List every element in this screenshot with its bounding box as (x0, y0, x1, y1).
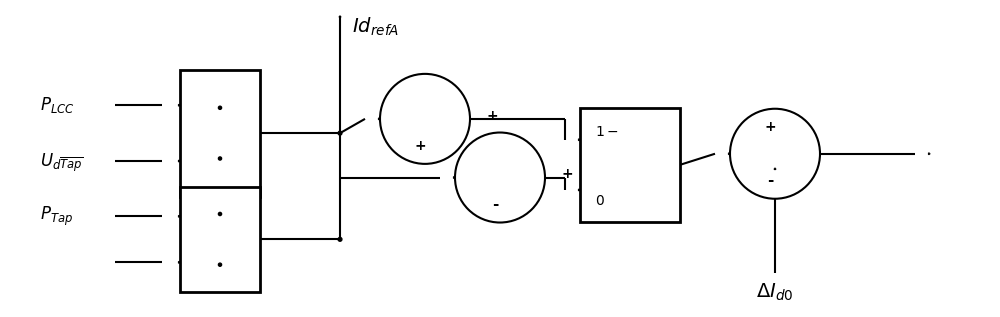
Text: -: - (767, 173, 773, 188)
Text: $Id_{refA}$: $Id_{refA}$ (352, 16, 399, 38)
Circle shape (218, 157, 222, 160)
Bar (180, 187, 260, 292)
Polygon shape (179, 104, 180, 106)
Text: +: + (486, 109, 498, 123)
Bar (580, 108, 680, 222)
Polygon shape (179, 216, 180, 217)
Circle shape (218, 106, 222, 109)
Text: -: - (492, 197, 498, 212)
Text: +: + (561, 167, 573, 181)
Text: +: + (414, 139, 426, 153)
Circle shape (218, 212, 222, 216)
Polygon shape (929, 153, 930, 155)
Polygon shape (579, 189, 580, 191)
Ellipse shape (380, 74, 470, 164)
Circle shape (338, 237, 342, 241)
Text: $\Delta I_{d0}$: $\Delta I_{d0}$ (756, 282, 794, 303)
Polygon shape (339, 16, 341, 17)
Polygon shape (179, 160, 180, 162)
Polygon shape (379, 118, 380, 120)
Polygon shape (729, 153, 730, 155)
Text: $U_{d\overline{Tap}}$: $U_{d\overline{Tap}}$ (40, 151, 83, 174)
Polygon shape (454, 177, 455, 178)
Ellipse shape (455, 133, 545, 223)
Text: $0$: $0$ (595, 194, 605, 208)
Polygon shape (774, 168, 776, 169)
Text: $1-$: $1-$ (595, 125, 619, 139)
Circle shape (218, 263, 222, 266)
Text: $P_{Tap}$: $P_{Tap}$ (40, 205, 73, 228)
Text: +: + (764, 120, 776, 134)
Polygon shape (579, 139, 580, 141)
Text: $P_{LCC}$: $P_{LCC}$ (40, 95, 75, 115)
Circle shape (338, 131, 342, 135)
Polygon shape (339, 133, 341, 134)
Ellipse shape (730, 109, 820, 199)
Polygon shape (179, 262, 180, 263)
Bar (180, 70, 260, 197)
